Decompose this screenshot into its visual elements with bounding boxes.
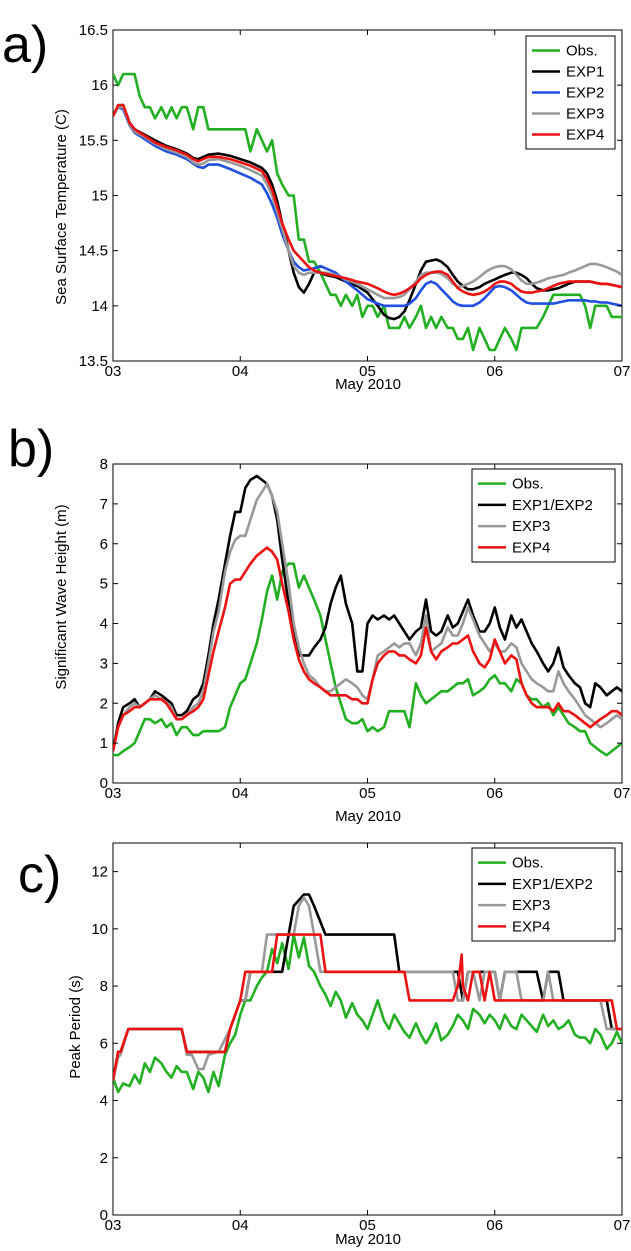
y-tick-label: 13.5: [79, 353, 108, 370]
x-tick-label: 03: [105, 785, 122, 802]
panel-wave-height: b) 03 04 05 06 07 0 1 2 3 4 5 6 7 8 Significant Wave …: [8, 420, 630, 825]
y-tick-label: 16: [91, 77, 108, 94]
legend-label-obs: Obs.: [512, 476, 544, 493]
y-tick-label: 14.5: [79, 243, 108, 260]
x-tick-label: 07: [614, 785, 631, 802]
ylabel-hs: Significant Wave Height (m): [53, 504, 70, 689]
panel-label-b: b): [8, 420, 54, 478]
x-tick-label: 03: [105, 363, 122, 380]
x-tick-label: 04: [232, 363, 249, 380]
x-tick-label: 06: [486, 1217, 503, 1234]
x-tick-label: 07: [614, 363, 631, 380]
xlabel-b: May 2010: [335, 808, 401, 825]
x-tick-label: 06: [486, 363, 503, 380]
legend-a: Obs. EXP1 EXP2 EXP3 EXP4: [525, 35, 616, 150]
legend-b: Obs. EXP1/EXP2 EXP3 EXP4: [471, 468, 616, 563]
y-tick-label: 12: [91, 864, 108, 881]
y-tick-label: 0: [100, 1207, 108, 1224]
y-tick-label: 6: [100, 536, 108, 553]
ylabel-tp: Peak Period (s): [67, 975, 84, 1078]
y-tick-label: 15.5: [79, 132, 108, 149]
series-line-exp4: [113, 546, 622, 752]
y-tick-label: 3: [100, 655, 108, 672]
panel-sst: a) 03 04 05 06 07 13.5 14 14.5 15 15.5 16 16.5 Sea …: [2, 16, 630, 393]
x-tick-label: 07: [614, 1217, 631, 1234]
panel-peak-period: c) 03 04 05 06 07 0 2 4 6 8 10 12 Peak Period (s) M…: [18, 842, 630, 1248]
x-tick-label: 05: [359, 785, 376, 802]
y-tick-label: 15: [91, 188, 108, 205]
ylabel-sst: Sea Surface Temperature (C): [53, 109, 70, 305]
x-tick-label: 04: [232, 1217, 249, 1234]
y-tick-label: 14: [91, 298, 108, 315]
xlabel-a: May 2010: [335, 376, 401, 393]
y-tick-label: 7: [100, 496, 108, 513]
y-tick-label: 6: [100, 1035, 108, 1052]
panel-label-c: c): [18, 846, 61, 904]
legend-label-exp3: EXP3: [566, 106, 604, 123]
y-tick-label: 4: [100, 1093, 108, 1110]
legend-label-exp2: EXP2: [566, 85, 604, 102]
x-tick-label: 03: [105, 1217, 122, 1234]
series-line-obs: [113, 562, 622, 757]
ticks-a: 03 04 05 06 07 13.5 14 14.5 15 15.5 16 16.5: [79, 22, 631, 380]
legend-label-exp4: EXP4: [512, 539, 550, 556]
y-tick-label: 4: [100, 616, 108, 633]
y-tick-label: 0: [100, 775, 108, 792]
series-a: [113, 72, 622, 352]
y-tick-label: 2: [100, 1150, 108, 1167]
legend-label-exp1: EXP1: [566, 64, 604, 81]
legend-label-obs: Obs.: [566, 43, 598, 60]
legend-c: Obs. EXP1/EXP2 EXP3 EXP4: [471, 847, 616, 942]
series-c: [113, 893, 622, 1094]
y-tick-label: 10: [91, 921, 108, 938]
series-b: [113, 474, 622, 757]
legend-label-obs: Obs.: [512, 855, 544, 872]
y-tick-label: 5: [100, 576, 108, 593]
x-tick-label: 06: [486, 785, 503, 802]
ticks-c: 03 04 05 06 07 0 2 4 6 8 10 12: [91, 843, 630, 1234]
series-line-exp2: [113, 105, 622, 308]
x-tick-label: 05: [359, 363, 376, 380]
panel-label-a: a): [2, 16, 48, 74]
y-tick-label: 16.5: [79, 22, 108, 39]
legend-label-exp3: EXP3: [512, 897, 550, 914]
series-line-obs: [113, 933, 622, 1094]
legend-label-exp3: EXP3: [512, 518, 550, 535]
series-line-exp3: [113, 105, 622, 300]
x-tick-label: 05: [359, 1217, 376, 1234]
series-line-exp4: [113, 103, 622, 297]
series-line-exp4: [113, 933, 622, 1081]
legend-label-exp1-exp2: EXP1/EXP2: [512, 876, 593, 893]
y-tick-label: 1: [100, 735, 108, 752]
legend-label-exp1-exp2: EXP1/EXP2: [512, 497, 593, 514]
series-line-exp1-exp2: [113, 474, 622, 752]
xlabel-c: May 2010: [335, 1231, 401, 1248]
x-tick-label: 04: [232, 785, 249, 802]
series-line-obs: [113, 72, 622, 352]
legend-label-exp4: EXP4: [566, 127, 604, 144]
y-tick-label: 2: [100, 695, 108, 712]
y-tick-label: 8: [100, 978, 108, 995]
y-tick-label: 8: [100, 456, 108, 473]
legend-label-exp4: EXP4: [512, 918, 550, 935]
ticks-b: 03 04 05 06 07 0 1 2 3 4 5 6 7 8: [100, 456, 631, 802]
